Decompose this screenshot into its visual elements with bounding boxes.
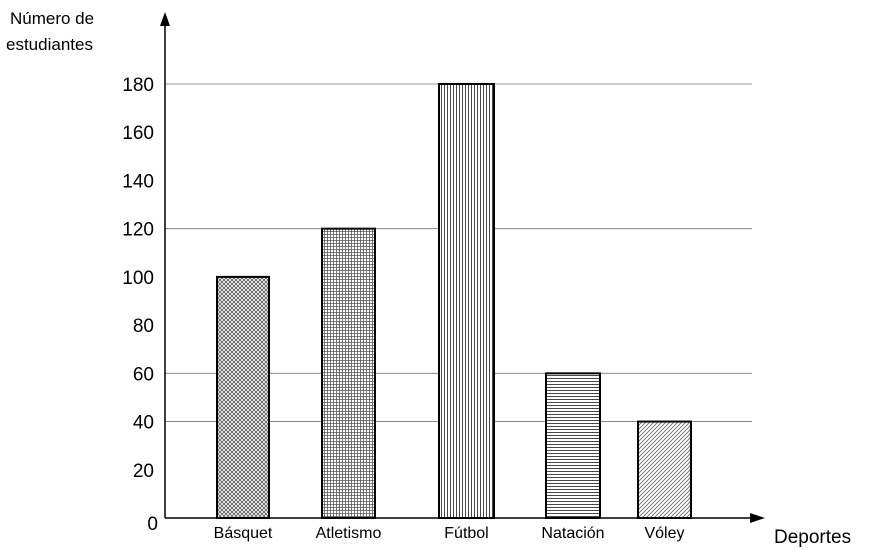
x-tick-labels: Básquet Atletismo Fútbol Natación Vóley [214, 525, 685, 542]
y-tick-label-20: 20 [133, 461, 154, 482]
x-axis-title: Deportes [774, 527, 851, 548]
y-tick-label-0: 0 [147, 514, 158, 535]
y-tick-label-160: 160 [122, 123, 154, 144]
y-axis-title-line-2: estudiantes [6, 35, 93, 54]
bar-natación [545, 372, 601, 520]
y-tick-label-60: 60 [133, 364, 154, 385]
x-tick-label-2: Fútbol [444, 525, 488, 542]
bar-básquet [216, 275, 270, 519]
x-axis-arrow [750, 513, 765, 523]
x-tick-label-4: Vóley [644, 525, 684, 542]
y-tick-label-140: 140 [122, 171, 154, 192]
x-tick-label-0: Básquet [214, 525, 273, 542]
y-tick-label-180: 180 [122, 75, 154, 96]
x-tick-label-1: Atletismo [316, 525, 382, 542]
bar-fútbol [438, 83, 495, 519]
bar-vóley [637, 420, 692, 519]
axes [160, 12, 765, 523]
y-axis-title-line-1: Número de [10, 9, 94, 28]
bars [216, 83, 692, 520]
y-tick-label-120: 120 [122, 220, 154, 241]
y-tick-label-40: 40 [133, 413, 154, 434]
bar-atletismo [321, 227, 376, 520]
y-tick-labels: 0 20 40 60 80 100 120 140 160 180 [122, 75, 158, 535]
y-tick-label-100: 100 [122, 268, 154, 289]
x-tick-label-3: Natación [541, 525, 604, 542]
y-tick-label-80: 80 [133, 316, 154, 337]
y-axis-arrow [160, 12, 170, 26]
